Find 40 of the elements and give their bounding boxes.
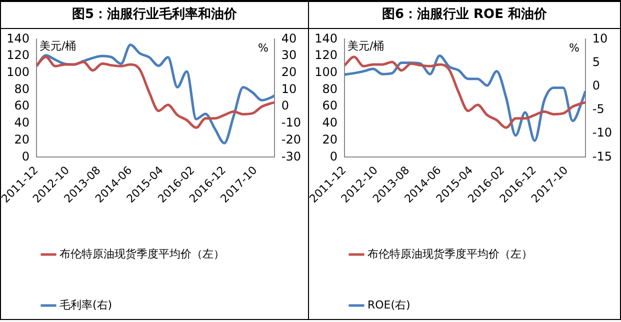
y-tick-label: 0 <box>330 149 338 164</box>
legend-label: 布伦特原油现货季度平均价（左） <box>368 247 532 260</box>
legend-label: 布伦特原油现货季度平均价（左） <box>60 247 224 260</box>
y2-tick-label: -15 <box>592 149 612 164</box>
y-axis-title: 美元/桶 <box>348 40 384 53</box>
y2-tick-label: -10 <box>592 126 612 140</box>
y-tick-label: 140 <box>314 31 338 46</box>
y2-axis-title: % <box>568 42 580 55</box>
y-tick-label: 60 <box>14 98 30 113</box>
y2-axis-title: % <box>258 42 268 55</box>
y2-tick-label: 5 <box>592 54 600 69</box>
y2-tick-label: 0 <box>592 78 600 93</box>
y-tick-label: 40 <box>322 116 338 130</box>
legend-label: 毛利率(右) <box>60 298 112 312</box>
y-tick-label: 140 <box>6 31 30 46</box>
y-tick-label: 40 <box>14 116 30 130</box>
y2-tick-label: 30 <box>281 48 297 62</box>
y2-tick-label: 20 <box>281 65 297 80</box>
chart-title: 图5：油服行业毛利率和油价 <box>1 0 308 29</box>
y2-tick-label: 10 <box>281 82 297 96</box>
y-tick-label: 0 <box>22 149 30 164</box>
chart-title: 图6：油服行业 ROE 和油价 <box>309 0 620 29</box>
y2-tick-label: -5 <box>592 102 604 116</box>
y-tick-label: 20 <box>322 132 338 146</box>
y-tick-label: 120 <box>6 48 30 62</box>
y2-tick-label: 10 <box>592 31 608 46</box>
y-tick-label: 100 <box>314 65 338 80</box>
y-tick-label: 80 <box>14 82 30 96</box>
y-tick-label: 20 <box>14 132 30 146</box>
y2-tick-label: -20 <box>281 132 302 146</box>
y-tick-label: 60 <box>322 98 338 113</box>
y2-tick-label: 40 <box>281 31 297 46</box>
y2-tick-label: -10 <box>281 116 302 130</box>
y2-tick-label: 0 <box>281 98 290 113</box>
y-tick-label: 100 <box>6 65 30 80</box>
y-tick-label: 120 <box>314 48 338 62</box>
y-axis-title: 美元/桶 <box>40 40 76 53</box>
y2-tick-label: -30 <box>281 149 302 164</box>
y-tick-label: 80 <box>322 82 338 96</box>
legend-label: ROE(右) <box>368 298 410 312</box>
